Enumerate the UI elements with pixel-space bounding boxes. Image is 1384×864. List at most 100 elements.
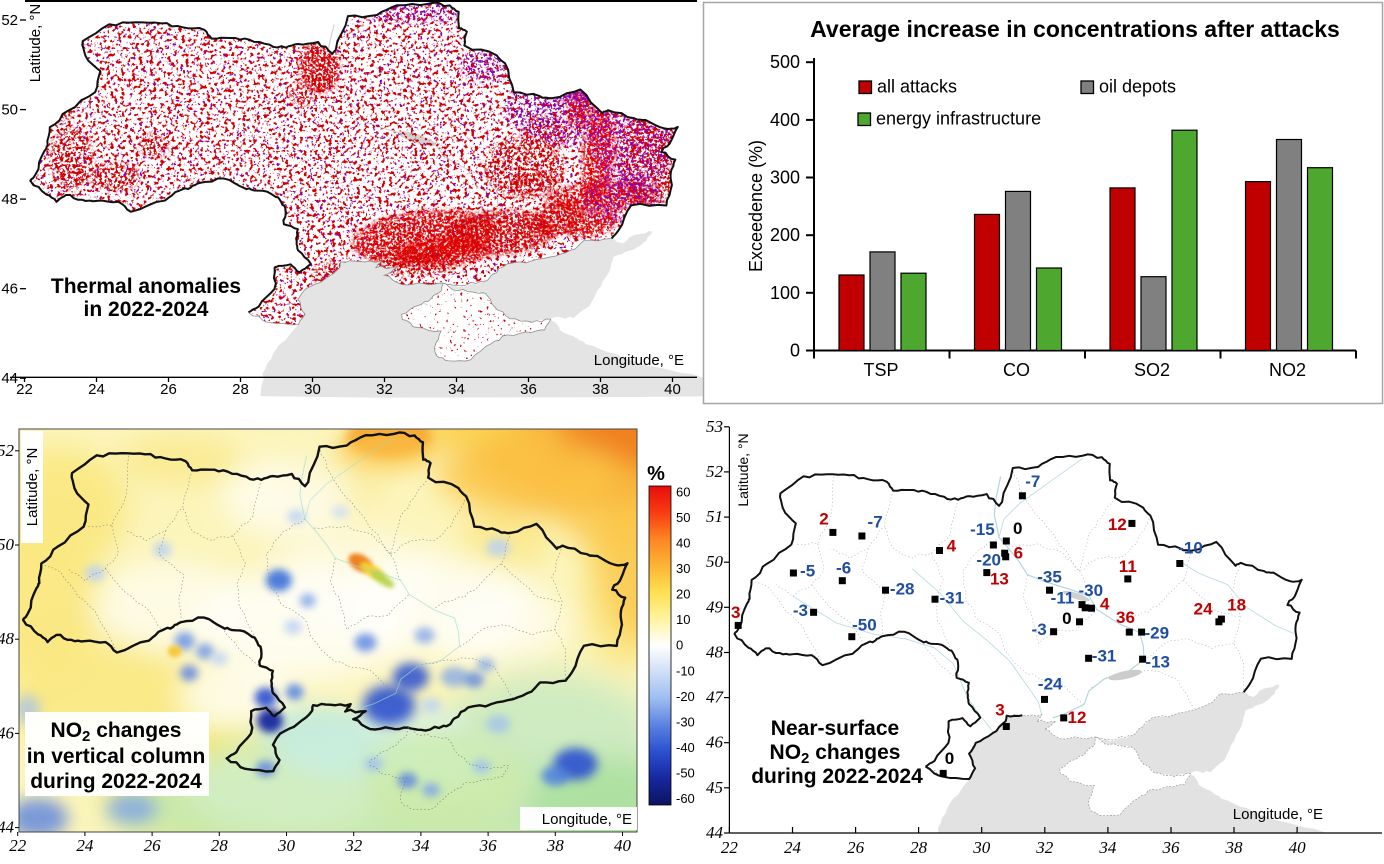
svg-text:-31: -31 <box>1092 647 1117 666</box>
svg-text:Latitude, °N: Latitude, °N <box>24 448 41 527</box>
svg-text:2: 2 <box>819 509 828 528</box>
svg-text:26: 26 <box>847 838 865 857</box>
svg-text:in 2022-2024: in 2022-2024 <box>84 298 209 321</box>
svg-text:-3: -3 <box>793 601 808 620</box>
svg-text:-13: -13 <box>1145 653 1170 672</box>
svg-text:30: 30 <box>277 836 296 855</box>
svg-text:12: 12 <box>1068 708 1087 727</box>
svg-text:46: 46 <box>706 733 724 752</box>
svg-text:38: 38 <box>1225 838 1244 857</box>
svg-text:-7: -7 <box>868 513 883 532</box>
svg-text:300: 300 <box>770 168 800 188</box>
svg-text:48: 48 <box>1 191 18 208</box>
svg-text:28: 28 <box>211 836 229 855</box>
svg-text:40: 40 <box>614 836 632 855</box>
svg-text:20: 20 <box>676 587 690 602</box>
svg-text:CO: CO <box>1003 360 1030 380</box>
svg-text:34: 34 <box>411 836 430 855</box>
svg-text:-20: -20 <box>676 689 695 704</box>
svg-text:-11: -11 <box>1051 588 1075 607</box>
svg-text:36: 36 <box>520 381 537 398</box>
svg-text:NO2 changes: NO2 changes <box>51 719 182 745</box>
svg-text:TSP: TSP <box>863 360 898 380</box>
svg-text:44: 44 <box>706 823 724 842</box>
svg-text:50: 50 <box>706 552 724 571</box>
svg-text:11: 11 <box>1119 557 1137 576</box>
svg-text:53: 53 <box>706 417 723 436</box>
svg-text:-50: -50 <box>676 765 695 780</box>
svg-text:34: 34 <box>1098 838 1117 857</box>
svg-text:50: 50 <box>1 102 18 119</box>
svg-text:-29: -29 <box>1145 624 1170 643</box>
svg-text:51: 51 <box>706 507 723 526</box>
svg-text:36: 36 <box>1116 608 1135 627</box>
svg-text:28: 28 <box>232 381 249 398</box>
svg-text:NO2: NO2 <box>1269 360 1306 380</box>
svg-text:-10: -10 <box>1178 539 1203 558</box>
svg-text:36: 36 <box>1162 838 1181 857</box>
svg-text:12: 12 <box>1108 515 1127 534</box>
svg-text:32: 32 <box>376 381 393 398</box>
svg-text:-3: -3 <box>1032 620 1047 639</box>
svg-text:0: 0 <box>1062 609 1071 628</box>
svg-text:0: 0 <box>1013 519 1022 538</box>
svg-text:49: 49 <box>706 597 724 616</box>
svg-text:36: 36 <box>479 836 498 855</box>
svg-text:60: 60 <box>676 485 690 500</box>
svg-text:26: 26 <box>144 836 162 855</box>
svg-text:-15: -15 <box>970 520 995 539</box>
svg-text:13: 13 <box>990 569 1009 588</box>
svg-text:24: 24 <box>1194 600 1213 619</box>
svg-text:-10: -10 <box>676 663 695 678</box>
svg-text:30: 30 <box>676 561 690 576</box>
svg-text:-28: -28 <box>890 579 915 598</box>
svg-text:energy infrastructure: energy infrastructure <box>876 109 1041 129</box>
svg-text:4: 4 <box>1100 595 1110 614</box>
svg-text:-7: -7 <box>1025 472 1040 491</box>
svg-text:22: 22 <box>16 381 33 398</box>
svg-text:45: 45 <box>706 778 723 797</box>
svg-text:all attacks: all attacks <box>877 77 957 97</box>
svg-text:52: 52 <box>0 441 15 460</box>
svg-text:44: 44 <box>1 370 18 387</box>
svg-text:24: 24 <box>76 836 94 855</box>
svg-text:24: 24 <box>784 838 802 857</box>
svg-text:-30: -30 <box>676 714 695 729</box>
svg-text:Thermal anomalies: Thermal anomalies <box>51 275 241 298</box>
svg-text:Average increase in concentrat: Average increase in concentrations after… <box>810 16 1340 42</box>
svg-text:during 2022-2024: during 2022-2024 <box>751 765 923 788</box>
svg-text:-6: -6 <box>836 559 851 578</box>
svg-text:-30: -30 <box>1079 581 1104 600</box>
svg-text:22: 22 <box>9 836 27 855</box>
svg-text:46: 46 <box>0 723 15 742</box>
svg-text:-31: -31 <box>940 588 965 607</box>
svg-text:34: 34 <box>448 381 465 398</box>
svg-text:18: 18 <box>1227 596 1246 615</box>
svg-text:200: 200 <box>770 225 800 245</box>
svg-text:-5: -5 <box>800 561 815 580</box>
svg-text:50: 50 <box>676 510 690 525</box>
svg-text:38: 38 <box>546 836 565 855</box>
svg-text:Latitude, °N: Latitude, °N <box>27 4 44 83</box>
svg-text:40: 40 <box>676 536 690 551</box>
svg-text:Longitude, °E: Longitude, °E <box>594 352 684 369</box>
svg-text:48: 48 <box>0 629 15 648</box>
svg-text:oil depots: oil depots <box>1099 77 1176 97</box>
svg-text:6: 6 <box>1014 543 1023 562</box>
svg-text:%: % <box>647 463 665 485</box>
svg-text:46: 46 <box>1 281 18 298</box>
svg-text:30: 30 <box>972 838 991 857</box>
svg-text:in vertical column: in vertical column <box>27 745 206 768</box>
svg-text:26: 26 <box>160 381 177 398</box>
svg-text:-24: -24 <box>1038 675 1063 694</box>
svg-text:32: 32 <box>1035 838 1054 857</box>
svg-text:Exceedence (%): Exceedence (%) <box>746 140 766 272</box>
svg-text:44: 44 <box>0 818 15 837</box>
svg-text:NO2 changes: NO2 changes <box>770 741 901 767</box>
svg-text:500: 500 <box>770 52 800 72</box>
svg-text:-60: -60 <box>676 791 695 806</box>
svg-text:38: 38 <box>592 381 609 398</box>
svg-text:Longitude, °E: Longitude, °E <box>542 811 632 828</box>
svg-text:40: 40 <box>664 381 681 398</box>
svg-text:Latitude, °N: Latitude, °N <box>735 433 751 506</box>
